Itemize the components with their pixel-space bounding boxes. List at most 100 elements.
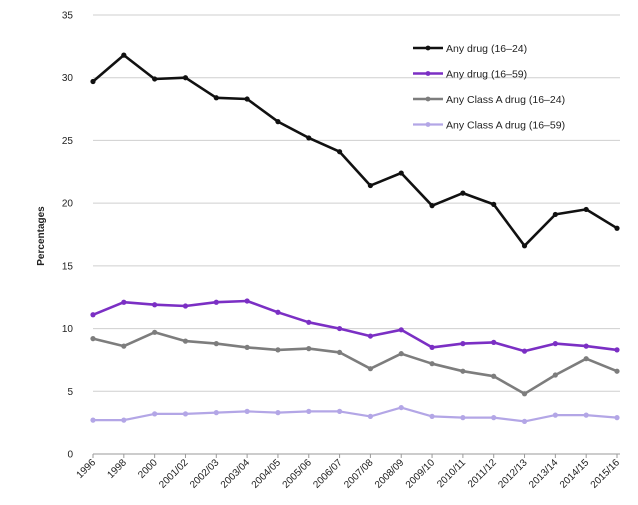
data-point bbox=[182, 303, 189, 309]
data-point bbox=[521, 243, 528, 249]
data-point bbox=[182, 338, 189, 344]
data-point bbox=[614, 415, 620, 421]
data-point bbox=[90, 78, 96, 85]
legend-label: Any drug (16–59) bbox=[446, 69, 527, 81]
x-tick-label: 2003/04 bbox=[219, 457, 253, 491]
data-point bbox=[491, 415, 497, 421]
series-lines bbox=[90, 52, 620, 424]
data-point bbox=[275, 410, 281, 416]
legend-entry: Any Class A drug (16–24) bbox=[413, 94, 565, 106]
data-point bbox=[429, 344, 435, 350]
legend-marker bbox=[425, 45, 431, 51]
data-point bbox=[336, 325, 343, 332]
data-point bbox=[429, 203, 435, 209]
data-point bbox=[552, 412, 558, 418]
x-tick-label: 2011/12 bbox=[466, 457, 499, 490]
y-tick-label: 35 bbox=[62, 11, 74, 22]
series-line bbox=[93, 406, 618, 423]
data-point bbox=[583, 412, 589, 418]
data-point bbox=[90, 336, 96, 342]
data-point bbox=[460, 368, 466, 374]
data-point bbox=[491, 201, 497, 207]
legend: Any drug (16–24) Any drug (16–59) Any Clas… bbox=[413, 43, 565, 132]
x-tick-label: 2009/10 bbox=[404, 457, 438, 491]
data-point bbox=[367, 413, 374, 419]
x-tick-label: 2008/09 bbox=[373, 457, 407, 491]
y-tick-label: 5 bbox=[67, 387, 73, 398]
x-tick-label: 2001/02 bbox=[157, 457, 191, 491]
data-point bbox=[244, 344, 250, 350]
data-point bbox=[244, 298, 250, 304]
data-point bbox=[367, 182, 374, 189]
data-point bbox=[121, 343, 127, 349]
y-axis-label: Percentages bbox=[36, 206, 47, 266]
data-point bbox=[90, 312, 96, 318]
x-tick-label: 2000 bbox=[136, 457, 160, 481]
data-point bbox=[336, 349, 343, 356]
data-point bbox=[152, 76, 158, 82]
data-point bbox=[460, 415, 466, 421]
x-tick-label: 2012/13 bbox=[496, 457, 530, 491]
data-point bbox=[429, 413, 435, 419]
data-point bbox=[306, 135, 312, 141]
data-point bbox=[121, 417, 127, 423]
x-tick-label: 2005/06 bbox=[281, 457, 315, 491]
series-line bbox=[92, 299, 618, 353]
y-tick-label: 10 bbox=[62, 324, 74, 335]
x-tick-label: 2010/11 bbox=[435, 457, 468, 490]
data-point bbox=[152, 411, 158, 417]
data-point bbox=[336, 408, 343, 414]
data-point bbox=[213, 95, 219, 101]
series-line bbox=[92, 330, 618, 396]
data-point bbox=[460, 190, 466, 196]
legend-marker bbox=[425, 96, 431, 102]
data-point bbox=[521, 348, 528, 354]
series-4 bbox=[90, 404, 620, 424]
legend-marker bbox=[425, 122, 431, 127]
data-point bbox=[213, 341, 219, 347]
data-point bbox=[90, 417, 96, 423]
data-point bbox=[521, 418, 528, 424]
data-point bbox=[121, 52, 127, 58]
data-point bbox=[583, 343, 589, 349]
data-point bbox=[491, 373, 497, 379]
data-point bbox=[614, 225, 620, 231]
series-line bbox=[92, 53, 618, 248]
legend-marker bbox=[425, 71, 431, 76]
data-point bbox=[552, 211, 558, 218]
y-tick-label: 15 bbox=[62, 261, 74, 272]
data-point bbox=[614, 347, 620, 353]
data-point bbox=[552, 372, 558, 378]
data-point bbox=[244, 96, 250, 102]
data-point bbox=[583, 206, 589, 213]
x-tick-label: 1996 bbox=[75, 457, 99, 481]
data-point bbox=[583, 356, 589, 362]
series-1 bbox=[90, 52, 620, 249]
data-point bbox=[182, 75, 189, 81]
data-point bbox=[152, 302, 158, 308]
data-point bbox=[182, 411, 189, 417]
x-tick-label: 2004/05 bbox=[250, 457, 284, 491]
data-point bbox=[614, 368, 620, 374]
data-point bbox=[306, 319, 312, 325]
data-point bbox=[244, 408, 250, 414]
data-point bbox=[398, 351, 404, 357]
legend-label: Any Class A drug (16–24) bbox=[446, 94, 565, 106]
x-tick-label: 2007/08 bbox=[342, 457, 376, 491]
data-point bbox=[552, 341, 558, 347]
legend-label: Any Class A drug (16–59) bbox=[446, 120, 565, 132]
x-tick-label: 1998 bbox=[105, 457, 129, 481]
legend-entry: Any drug (16–24) bbox=[413, 43, 527, 55]
x-tick-label: 2002/03 bbox=[188, 457, 222, 491]
data-point bbox=[213, 299, 219, 305]
x-tick-label: 2013/14 bbox=[527, 457, 561, 491]
data-point bbox=[521, 391, 528, 397]
legend-entry: Any Class A drug (16–59) bbox=[413, 120, 565, 132]
series-2 bbox=[90, 298, 620, 354]
x-tick-label: 2014/15 bbox=[558, 457, 592, 491]
y-tick-label: 25 bbox=[62, 136, 74, 147]
data-point bbox=[306, 408, 312, 414]
data-point bbox=[152, 329, 158, 335]
x-tick-label: 2006/07 bbox=[311, 457, 345, 491]
data-point bbox=[398, 404, 404, 411]
